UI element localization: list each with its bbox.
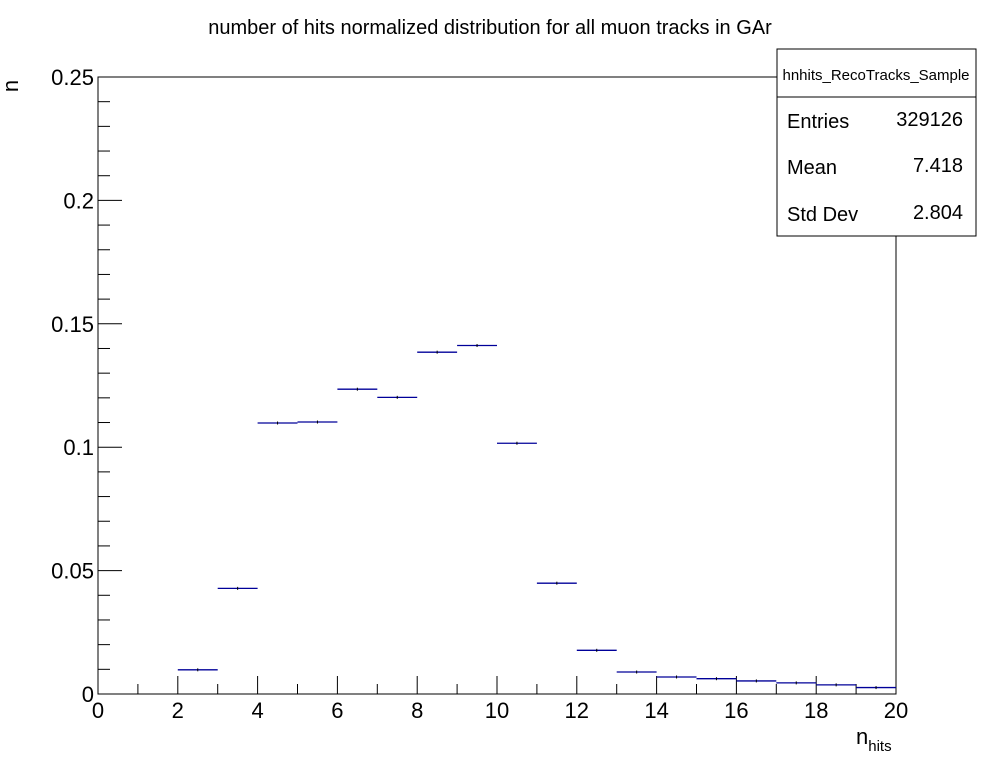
stats-entries-value: 329126: [896, 109, 963, 131]
y-tick-label: 0.15: [51, 312, 94, 337]
axis-ticks: [97, 76, 897, 695]
stats-mean-value: 7.418: [913, 155, 963, 177]
x-tick-labels: 0 2 4 6 8 10 12 14 16 18 20: [92, 698, 908, 723]
x-tick-label: 18: [804, 698, 828, 723]
x-tick-label: 20: [884, 698, 908, 723]
stats-stddev-label: Std Dev: [787, 204, 858, 226]
x-axis-label: nhits: [856, 724, 892, 755]
stats-box-frame: [776, 48, 977, 237]
chart-title: number of hits normalized distribution f…: [208, 17, 772, 39]
stats-stddev-value: 2.804: [913, 202, 963, 224]
x-tick-label: 16: [724, 698, 748, 723]
stats-box: hnhits_RecoTracks_Sample Entries 329126 …: [776, 48, 977, 237]
x-axis-label-main: n: [856, 724, 868, 749]
stats-box-name: hnhits_RecoTracks_Sample: [782, 67, 969, 84]
y-tick-label: 0.05: [51, 559, 94, 584]
x-tick-label: 0: [92, 698, 104, 723]
y-tick-label: 0.1: [63, 435, 94, 460]
x-tick-label: 10: [485, 698, 509, 723]
x-tick-label: 12: [565, 698, 589, 723]
x-tick-label: 14: [644, 698, 668, 723]
x-tick-label: 2: [172, 698, 184, 723]
y-tick-label: 0.25: [51, 65, 94, 90]
x-tick-label: 4: [251, 698, 263, 723]
y-axis-label: n: [0, 80, 23, 92]
y-tick-label: 0: [82, 682, 94, 707]
histogram-bins: [177, 344, 896, 690]
x-tick-label: 6: [331, 698, 343, 723]
x-tick-label: 8: [411, 698, 423, 723]
stats-entries-label: Entries: [787, 111, 849, 133]
stats-mean-label: Mean: [787, 157, 837, 179]
x-axis-label-subscript: hits: [868, 738, 891, 755]
plot-frame: [97, 76, 897, 695]
y-tick-label: 0.2: [63, 188, 94, 213]
y-tick-labels: 0 0.05 0.1 0.15 0.2 0.25: [51, 65, 94, 707]
